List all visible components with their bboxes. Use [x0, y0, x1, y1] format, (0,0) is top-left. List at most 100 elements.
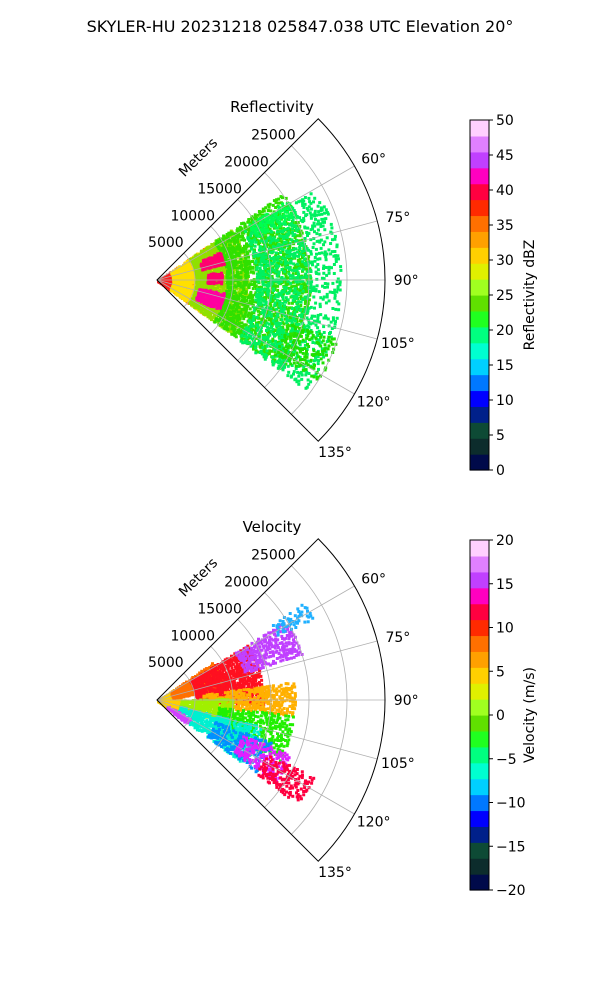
data-cell [240, 298, 244, 302]
data-cell [216, 240, 219, 244]
data-cell [266, 231, 270, 235]
data-cell [224, 240, 228, 244]
data-cell [277, 231, 281, 235]
data-cell [271, 291, 274, 295]
data-cell [258, 212, 262, 215]
data-cell [227, 329, 230, 333]
data-cell [287, 324, 291, 328]
data-cell [298, 234, 302, 238]
data-cell [297, 334, 301, 338]
data-cell [248, 341, 252, 345]
data-cell [281, 280, 285, 284]
data-cell [264, 302, 268, 306]
data-cell [305, 290, 309, 294]
data-cell [303, 251, 307, 255]
data-cell [224, 294, 228, 298]
data-cell [297, 282, 301, 286]
data-cell [249, 331, 253, 335]
data-cell [290, 333, 294, 336]
data-cell [240, 222, 244, 226]
data-cell [293, 236, 297, 240]
data-cell [217, 241, 221, 245]
data-cell [281, 292, 285, 296]
data-cell [264, 255, 268, 259]
data-cell [305, 304, 309, 308]
data-cell [249, 324, 253, 328]
data-cell [252, 344, 256, 348]
data-cell [254, 259, 258, 263]
data-cell [277, 247, 281, 251]
data-cell [242, 280, 246, 284]
data-cell [300, 238, 304, 242]
data-cell [244, 274, 248, 278]
data-cell [248, 249, 252, 253]
data-cell [236, 316, 240, 320]
data-cell [258, 266, 262, 270]
data-cell [240, 238, 244, 242]
data-cell [244, 305, 248, 309]
data-cell [226, 262, 230, 266]
data-cell [292, 284, 296, 288]
data-cell [200, 302, 204, 306]
data-cell [271, 337, 275, 341]
data-cell [303, 302, 307, 306]
data-cell [269, 209, 273, 213]
data-cell [222, 318, 226, 322]
data-cell [254, 240, 258, 244]
data-cell [217, 319, 221, 322]
data-cell [198, 277, 201, 281]
data-cell [234, 314, 238, 318]
data-cell [262, 296, 266, 300]
data-cell [247, 286, 251, 290]
data-cell [236, 233, 240, 237]
data-cell [255, 336, 259, 340]
data-cell [253, 300, 257, 304]
data-cell [252, 311, 256, 315]
data-cell [254, 215, 258, 218]
data-cell [275, 198, 279, 202]
data-cell [282, 252, 285, 256]
data-cell [226, 327, 230, 331]
data-cell [259, 302, 263, 306]
data-cell [268, 244, 272, 248]
data-cell [273, 243, 277, 247]
data-cell [200, 274, 204, 278]
data-cell [257, 273, 261, 277]
data-cell [295, 272, 298, 275]
data-cell [283, 245, 287, 249]
data-cell [292, 266, 296, 270]
data-cell [251, 341, 255, 345]
data-cell [248, 307, 252, 311]
data-cell [243, 341, 247, 345]
data-cell [233, 309, 237, 313]
data-cell [225, 316, 229, 320]
data-cell [246, 269, 249, 273]
data-cell [307, 298, 311, 302]
data-cell [204, 271, 208, 275]
data-cell [234, 296, 238, 300]
data-cell [301, 262, 305, 266]
data-cell [298, 261, 302, 264]
data-cell [250, 247, 254, 251]
data-cell [268, 264, 272, 268]
data-cell [246, 271, 250, 275]
data-cell [240, 295, 244, 298]
data-cell [224, 258, 228, 262]
data-cell [252, 347, 255, 351]
data-cell [227, 255, 231, 259]
data-cell [301, 325, 305, 329]
data-cell [232, 286, 236, 290]
data-cell [265, 264, 269, 267]
data-cell [230, 295, 234, 299]
data-cell [264, 273, 268, 277]
data-cell [249, 335, 253, 339]
data-cell [306, 302, 310, 305]
data-cell [275, 232, 279, 236]
data-cell [234, 321, 238, 325]
data-cell [239, 271, 243, 275]
data-cell [243, 313, 247, 317]
data-cell [261, 317, 265, 321]
data-cell [238, 317, 242, 321]
data-cell [228, 282, 232, 286]
data-cell [258, 246, 262, 250]
